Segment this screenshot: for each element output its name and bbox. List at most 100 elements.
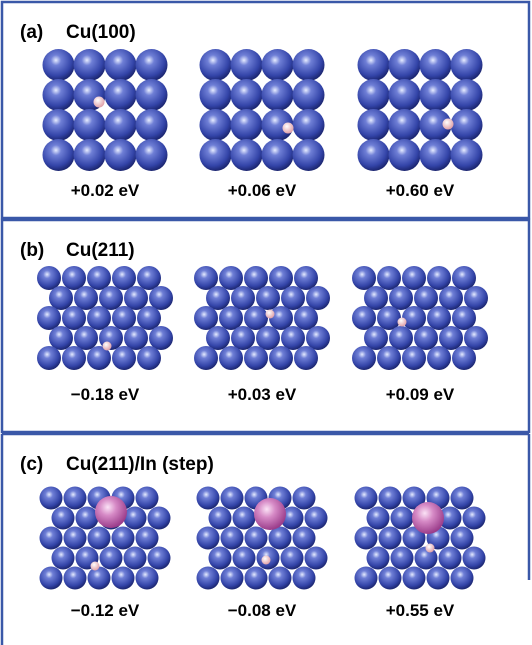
cu-atom	[439, 286, 463, 310]
cu-atom	[352, 266, 376, 290]
cu-atom	[104, 139, 137, 171]
cu-atom	[74, 286, 98, 310]
cu-atom	[439, 326, 463, 350]
cu-atom	[99, 546, 123, 570]
cu-atom	[199, 49, 232, 81]
cu-atom	[232, 506, 256, 530]
cu-atom	[104, 109, 137, 141]
cu-atom	[75, 506, 99, 530]
cu-atom	[219, 346, 243, 370]
cu-atom	[135, 139, 168, 171]
cu-atom	[268, 566, 292, 590]
cu-atom	[261, 79, 294, 111]
energy-label: +0.03 eV	[228, 385, 297, 404]
cu-atom	[219, 266, 243, 290]
cu-atom	[220, 566, 244, 590]
cu-atom	[39, 526, 63, 550]
cu-atom	[464, 286, 488, 310]
cu-atom	[124, 286, 148, 310]
cu-atom	[414, 286, 438, 310]
labels: (a) Cu(100) +0.02 eV +0.06 eV +0.60 eV (b) Cu(…	[20, 22, 455, 620]
cu-atom	[306, 286, 330, 310]
cu-atom	[419, 79, 452, 111]
cu-atom	[219, 306, 243, 330]
cu-atom	[149, 286, 173, 310]
cu-atom	[220, 486, 244, 510]
cu-atom	[464, 326, 488, 350]
cu-atom	[87, 566, 111, 590]
cu-atom	[419, 49, 452, 81]
cu-atom	[452, 346, 476, 370]
cu-atom	[294, 306, 318, 330]
cu-atom	[194, 346, 218, 370]
panel-frame	[0, 432, 531, 645]
cu-atom	[256, 286, 280, 310]
cu-atom	[402, 266, 426, 290]
cu-atom	[294, 346, 318, 370]
cu-atom	[87, 526, 111, 550]
cu-atom	[99, 286, 123, 310]
cu-atom	[63, 526, 87, 550]
cu-atom	[357, 49, 390, 81]
cu-atom	[462, 506, 486, 530]
cu-atom	[378, 526, 402, 550]
panel-label: (a)	[20, 22, 43, 43]
cu-atom	[230, 79, 263, 111]
cu-atom	[292, 566, 316, 590]
cu-atom	[427, 266, 451, 290]
cu-atom	[452, 306, 476, 330]
cu-atom	[73, 139, 106, 171]
structures	[37, 49, 488, 590]
cu-atom	[111, 566, 135, 590]
cu-atom	[388, 139, 421, 171]
cu-atom	[135, 526, 159, 550]
h-atom	[397, 317, 407, 327]
h-atom	[442, 118, 454, 130]
cu-atom	[402, 526, 426, 550]
cu-atom	[51, 546, 75, 570]
cu-atom	[269, 266, 293, 290]
cu-atom	[352, 346, 376, 370]
cu-atom	[230, 109, 263, 141]
cu-atom	[51, 506, 75, 530]
panel-frame	[0, 0, 531, 220]
cu-atom	[450, 526, 474, 550]
cu-atom	[104, 49, 137, 81]
h-atom	[93, 96, 105, 108]
cu-atom	[124, 326, 148, 350]
cu-atom	[357, 109, 390, 141]
energy-label: −0.08 eV	[228, 601, 297, 620]
cu-atom	[39, 486, 63, 510]
panel-title: Cu(211)	[66, 240, 135, 261]
cu-atom	[37, 306, 61, 330]
panel-label: (c)	[20, 454, 43, 475]
cu-atom	[364, 326, 388, 350]
cu-atom	[194, 266, 218, 290]
cu-atom	[450, 49, 483, 81]
cu-atom	[402, 306, 426, 330]
cu-atom	[294, 266, 318, 290]
cu-atom	[208, 506, 232, 530]
cu-atom	[354, 566, 378, 590]
cu-atom	[74, 326, 98, 350]
cu-atom	[388, 109, 421, 141]
cu-atom	[63, 566, 87, 590]
cu-atom	[269, 346, 293, 370]
cu-atom	[135, 79, 168, 111]
cu-atom	[137, 306, 161, 330]
cu-atom	[147, 506, 171, 530]
cu-atom	[112, 346, 136, 370]
cu-atom	[244, 566, 268, 590]
cu-atom	[366, 546, 390, 570]
cu-atom	[377, 266, 401, 290]
cu-atom	[230, 139, 263, 171]
cu-atom	[256, 326, 280, 350]
cu-atom	[280, 506, 304, 530]
energy-label: +0.06 eV	[228, 181, 297, 200]
cu-atom	[137, 266, 161, 290]
energy-label: +0.02 eV	[71, 181, 140, 200]
cu-atom	[231, 326, 255, 350]
energy-label: +0.55 eV	[386, 601, 455, 620]
